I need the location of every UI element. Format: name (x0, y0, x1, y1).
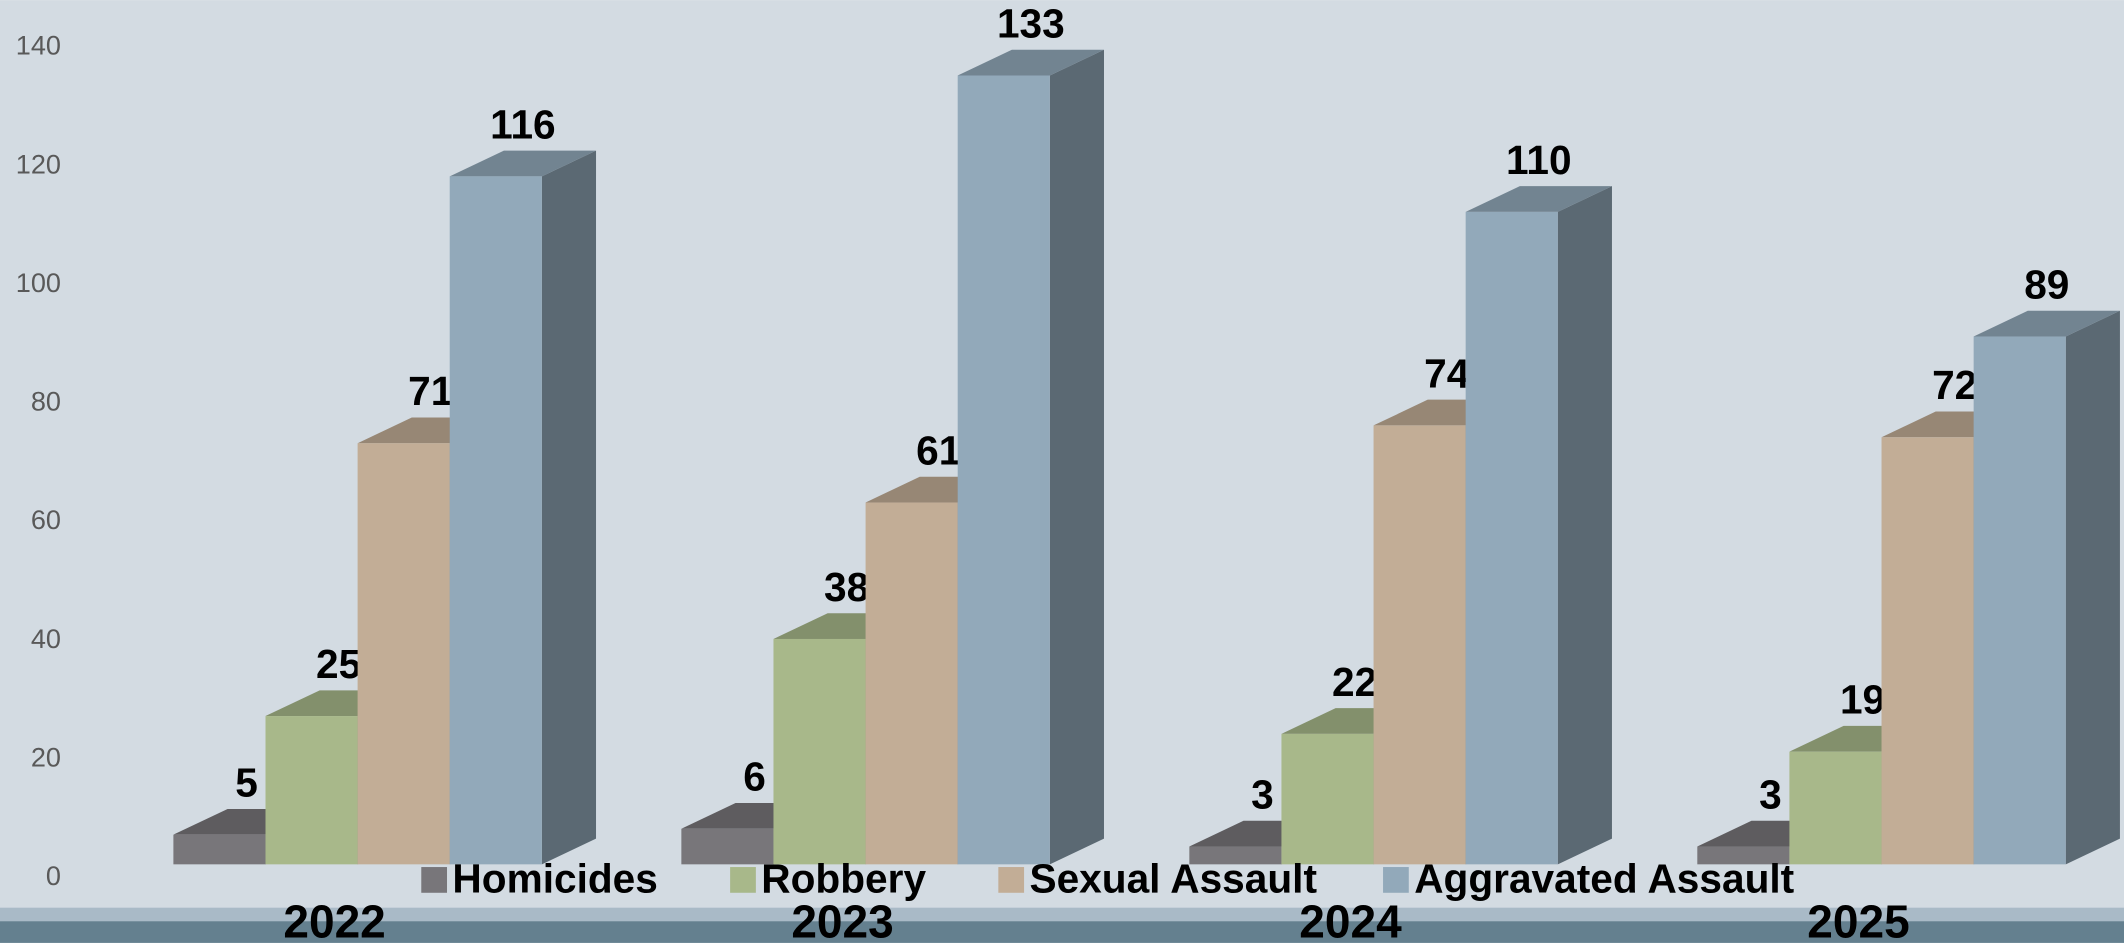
bar-side (541, 150, 597, 865)
data-label: 71 (408, 368, 453, 414)
y-tick-label: 140 (16, 30, 61, 61)
legend-label: Homicides (452, 856, 657, 902)
bar (773, 638, 866, 865)
data-label: 25 (316, 641, 361, 687)
data-label: 61 (916, 427, 961, 473)
bar (957, 75, 1050, 865)
bar-top (1973, 310, 2120, 337)
x-tick-label: 2024 (1299, 895, 1402, 943)
data-label: 110 (1506, 137, 1572, 183)
legend-swatch (421, 867, 448, 893)
data-label: 74 (1424, 350, 1470, 396)
y-tick-label: 40 (31, 623, 61, 654)
data-label: 22 (1332, 659, 1377, 705)
bar (265, 716, 358, 865)
y-tick-label: 120 (16, 148, 61, 179)
legend-label: Sexual Assault (1029, 856, 1317, 902)
bar-side (1049, 49, 1104, 865)
bar (449, 176, 542, 865)
y-tick-label: 100 (16, 267, 61, 298)
legend-swatch (998, 867, 1025, 893)
y-tick-label: 80 (31, 386, 61, 417)
x-tick-label: 2022 (283, 895, 385, 943)
data-label: 3 (1759, 772, 1782, 818)
legend-label: Aggravated Assault (1414, 856, 1794, 902)
data-label: 6 (743, 754, 766, 800)
data-label: 133 (997, 0, 1065, 46)
data-label: 38 (824, 564, 869, 610)
y-tick-label: 20 (31, 741, 61, 772)
bar-top (449, 150, 597, 177)
bar-top (957, 49, 1104, 76)
bar (681, 828, 774, 865)
data-label: 116 (490, 101, 556, 147)
bar (1881, 437, 1974, 865)
bar (1189, 846, 1282, 865)
bar (1973, 336, 2066, 865)
bar-side (2065, 310, 2120, 865)
data-label: 5 (235, 760, 258, 806)
data-label: 19 (1840, 677, 1885, 723)
y-tick-label: 60 (31, 504, 61, 535)
bar-top (1465, 186, 1612, 212)
x-tick-label: 2025 (1807, 895, 1909, 943)
bar (1697, 846, 1790, 865)
bar-side (1557, 186, 1612, 865)
data-label: 3 (1251, 772, 1274, 818)
band-dark (0, 921, 2124, 943)
bar (173, 834, 266, 865)
y-tick-label: 0 (46, 860, 61, 891)
bar (1789, 751, 1882, 865)
data-label: 89 (2024, 261, 2069, 307)
bar (1281, 733, 1374, 865)
band-light (0, 907, 2124, 922)
bar (865, 502, 958, 865)
x-tick-label: 2023 (791, 895, 893, 943)
bar (1465, 211, 1558, 865)
legend-swatch (730, 867, 756, 893)
legend-label: Robbery (761, 856, 926, 902)
legend-swatch (1383, 867, 1409, 893)
data-label: 72 (1932, 362, 1977, 408)
bar (1373, 425, 1466, 865)
bar (357, 443, 450, 865)
